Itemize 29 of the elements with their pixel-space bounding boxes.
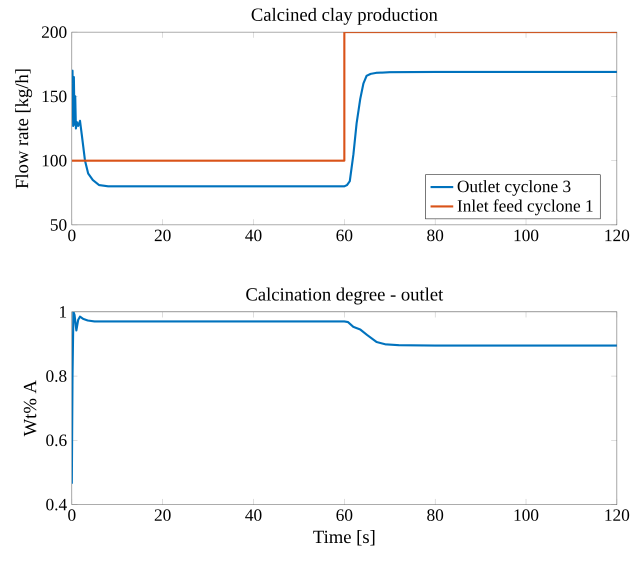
- x-tick-label: 60: [336, 509, 352, 521]
- x-tick-label: 0: [68, 509, 76, 521]
- y-tick-label: 200: [42, 26, 66, 38]
- x-tick-label: 40: [245, 230, 262, 242]
- y-tick-label: 0.6: [46, 434, 67, 446]
- y-axis-title: Flow rate [kg/h]: [15, 69, 32, 188]
- legend-label: Inlet feed cyclone 1: [458, 199, 593, 216]
- x-axis-title: Time [s]: [313, 530, 374, 546]
- x-tick-label: 60: [336, 230, 352, 242]
- x-tick-label: 40: [245, 509, 262, 521]
- chart-title: Calcined clay production: [252, 8, 438, 25]
- y-axis-title: Wt% A: [24, 380, 36, 436]
- x-tick-label: 80: [427, 230, 444, 242]
- x-tick-label: 20: [154, 230, 171, 242]
- y-tick-label: 0.8: [46, 370, 66, 382]
- y-tick-label: 100: [42, 154, 66, 166]
- y-tick-label: 50: [50, 218, 66, 231]
- x-tick-label: 100: [514, 509, 538, 521]
- legend-label: Outlet cyclone 3: [458, 180, 570, 196]
- y-tick-label: 0.4: [46, 498, 67, 510]
- x-tick-label: 120: [605, 230, 630, 242]
- x-tick-label: 100: [514, 230, 538, 242]
- chart-title: Calcination degree - outlet: [246, 287, 444, 304]
- x-tick-label: 120: [605, 509, 630, 521]
- x-tick-label: 20: [154, 509, 171, 521]
- x-tick-label: 80: [427, 509, 444, 521]
- y-tick-label: 1: [60, 306, 66, 318]
- y-tick-label: 150: [42, 90, 66, 102]
- x-tick-label: 0: [68, 230, 76, 242]
